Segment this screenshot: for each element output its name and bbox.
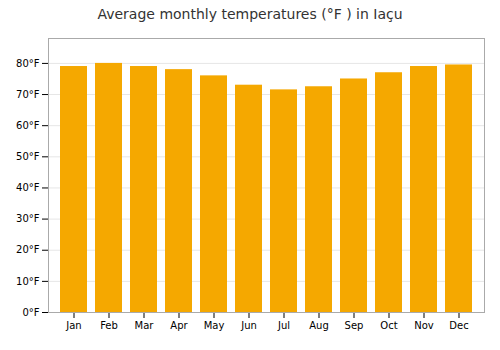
svg-text:Feb: Feb	[100, 320, 118, 331]
svg-text:May: May	[204, 320, 225, 331]
svg-text:20°F: 20°F	[16, 244, 40, 255]
svg-text:50°F: 50°F	[16, 151, 40, 162]
svg-text:Aug: Aug	[309, 320, 329, 331]
svg-text:Mar: Mar	[135, 320, 155, 331]
svg-text:Jun: Jun	[240, 320, 257, 331]
svg-text:80°F: 80°F	[16, 58, 40, 69]
svg-text:0°F: 0°F	[22, 307, 39, 318]
svg-text:Apr: Apr	[170, 320, 188, 331]
svg-text:Sep: Sep	[345, 320, 364, 331]
svg-text:60°F: 60°F	[16, 120, 40, 131]
svg-text:30°F: 30°F	[16, 213, 40, 224]
svg-text:Jan: Jan	[65, 320, 81, 331]
html-text:Average monthly temperatures (: Average monthly temperatures (°F ) in Ia…	[97, 6, 403, 22]
svg-text:Nov: Nov	[414, 320, 434, 331]
svg-text:Dec: Dec	[449, 320, 468, 331]
svg-text:10°F: 10°F	[16, 276, 40, 287]
svg-text:70°F: 70°F	[16, 89, 40, 100]
svg-text:Oct: Oct	[380, 320, 397, 331]
svg-text:Jul: Jul	[277, 320, 290, 331]
svg-text:40°F: 40°F	[16, 182, 40, 193]
